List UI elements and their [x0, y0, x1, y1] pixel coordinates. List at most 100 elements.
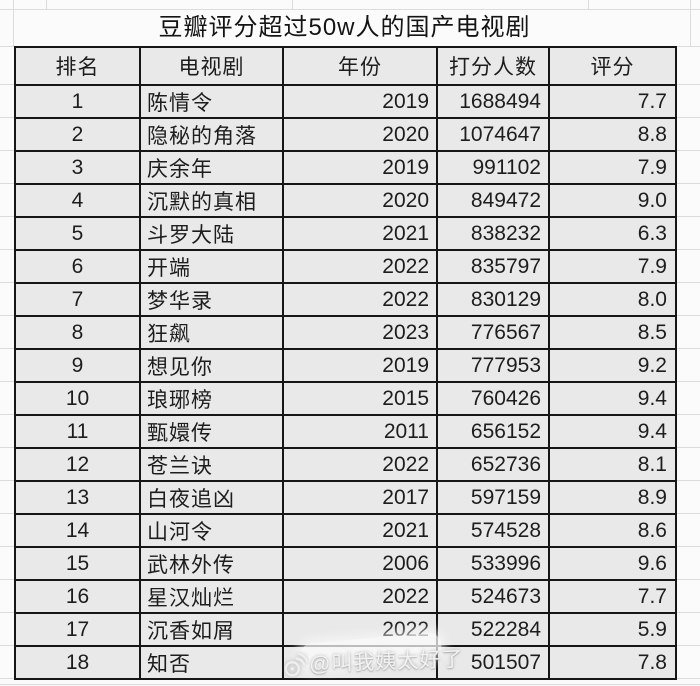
cell-raters: 760426 [436, 381, 550, 416]
cell-title: 苍兰诀 [139, 447, 284, 482]
gridline [676, 46, 700, 47]
cell-raters: 533996 [436, 546, 550, 581]
cell-title: 庆余年 [139, 150, 284, 185]
cell-score: 9.4 [548, 414, 677, 449]
table-row: 9 想见你 2019 777953 9.2 [14, 348, 677, 383]
table-row: 5 斗罗大陆 2021 838232 6.3 [14, 216, 677, 251]
cell-score: 9.2 [548, 348, 677, 383]
table-row: 12 苍兰诀 2022 652736 8.1 [14, 447, 677, 482]
cell-year: 2011 [282, 414, 438, 449]
cell-raters: 522284 [436, 612, 550, 647]
cell-raters: 524673 [436, 579, 550, 614]
cell-rank: 4 [14, 183, 141, 218]
cell-score: 6.3 [548, 216, 677, 251]
cell-raters: 777953 [436, 348, 550, 383]
cell-title: 白夜追凶 [139, 480, 284, 515]
table-row: 18 知否 501507 7.8 [14, 645, 677, 680]
gridline [588, 0, 589, 9]
cell-raters: 776567 [436, 315, 550, 350]
cell-rank: 16 [14, 579, 141, 614]
cell-title: 隐秘的角落 [139, 117, 284, 152]
cell-year: 2019 [282, 348, 438, 383]
cell-year: 2019 [282, 84, 438, 119]
cell-title: 开端 [139, 249, 284, 284]
table-row: 6 开端 2022 835797 7.9 [14, 249, 677, 284]
cell-title: 沉香如屑 [139, 612, 284, 647]
gridline-ticks-left [0, 84, 14, 680]
cell-score: 8.0 [548, 282, 677, 317]
cell-year: 2006 [282, 546, 438, 581]
gridline [13, 0, 14, 46]
column-header-score: 评分 [548, 46, 677, 86]
cell-rank: 8 [14, 315, 141, 350]
table-row: 4 沉默的真相 2020 849472 9.0 [14, 183, 677, 218]
cell-title: 梦华录 [139, 282, 284, 317]
table-body: 1 陈情令 2019 1688494 7.7 2 隐秘的角落 2020 1074647 8.8 3 庆… [14, 84, 677, 680]
cell-score: 7.7 [548, 579, 677, 614]
gridline [46, 0, 47, 9]
cell-score: 7.8 [548, 645, 677, 680]
cell-raters: 835797 [436, 249, 550, 284]
cell-rank: 17 [14, 612, 141, 647]
cell-year: 2020 [282, 183, 438, 218]
cell-raters: 1074647 [436, 117, 550, 152]
cell-year: 2022 [282, 579, 438, 614]
cell-raters: 501507 [436, 645, 550, 680]
cell-raters: 597159 [436, 480, 550, 515]
cell-raters: 574528 [436, 513, 550, 548]
cell-score: 8.8 [548, 117, 677, 152]
cell-rank: 12 [14, 447, 141, 482]
table-row: 10 琅琊榜 2015 760426 9.4 [14, 381, 677, 416]
cell-raters: 1688494 [436, 84, 550, 119]
table-row: 11 甄嬛传 2011 656152 9.4 [14, 414, 677, 449]
cell-score: 5.9 [548, 612, 677, 647]
cell-score: 7.7 [548, 84, 677, 119]
cell-rank: 10 [14, 381, 141, 416]
page-title: 豆瓣评分超过50w人的国产电视剧 [158, 14, 531, 41]
ratings-table: 排名 电视剧 年份 打分人数 评分 1 陈情令 2019 1688494 7.7 2 隐秘的… [14, 46, 677, 680]
table-row: 13 白夜追凶 2017 597159 8.9 [14, 480, 677, 515]
cell-title: 想见你 [139, 348, 284, 383]
header-row: 排名 电视剧 年份 打分人数 评分 [14, 46, 677, 86]
cell-year: 2022 [282, 447, 438, 482]
table-row: 14 山河令 2021 574528 8.6 [14, 513, 677, 548]
table-row: 17 沉香如屑 2022 522284 5.9 [14, 612, 677, 647]
cell-year: 2021 [282, 513, 438, 548]
cell-year: 2020 [282, 117, 438, 152]
cell-raters: 838232 [436, 216, 550, 251]
cell-raters: 991102 [436, 150, 550, 185]
cell-title: 星汉灿烂 [139, 579, 284, 614]
cell-title: 狂飙 [139, 315, 284, 350]
cell-rank: 18 [14, 645, 141, 680]
column-header-raters: 打分人数 [436, 46, 550, 86]
cell-title: 知否 [139, 645, 284, 680]
cell-rank: 9 [14, 348, 141, 383]
cell-rank: 3 [14, 150, 141, 185]
cell-year: 2021 [282, 216, 438, 251]
table-row: 8 狂飙 2023 776567 8.5 [14, 315, 677, 350]
cell-rank: 5 [14, 216, 141, 251]
cell-title: 山河令 [139, 513, 284, 548]
gridline [0, 46, 14, 47]
cell-raters: 830129 [436, 282, 550, 317]
gridline [292, 0, 293, 9]
cell-rank: 1 [14, 84, 141, 119]
cell-title: 武林外传 [139, 546, 284, 581]
cell-year: 2017 [282, 480, 438, 515]
cell-year: 2022 [282, 249, 438, 284]
column-header-year: 年份 [282, 46, 438, 86]
cell-score: 7.9 [548, 150, 677, 185]
column-header-title: 电视剧 [139, 46, 284, 86]
cell-raters: 652736 [436, 447, 550, 482]
table-row: 7 梦华录 2022 830129 8.0 [14, 282, 677, 317]
table-row: 15 武林外传 2006 533996 9.6 [14, 546, 677, 581]
cell-title: 斗罗大陆 [139, 216, 284, 251]
cell-rank: 11 [14, 414, 141, 449]
table-row: 3 庆余年 2019 991102 7.9 [14, 150, 677, 185]
cell-title: 琅琊榜 [139, 381, 284, 416]
gridline [0, 684, 700, 685]
cell-year: 2022 [282, 612, 438, 647]
cell-score: 9.6 [548, 546, 677, 581]
cell-score: 9.4 [548, 381, 677, 416]
gridline [690, 0, 691, 46]
